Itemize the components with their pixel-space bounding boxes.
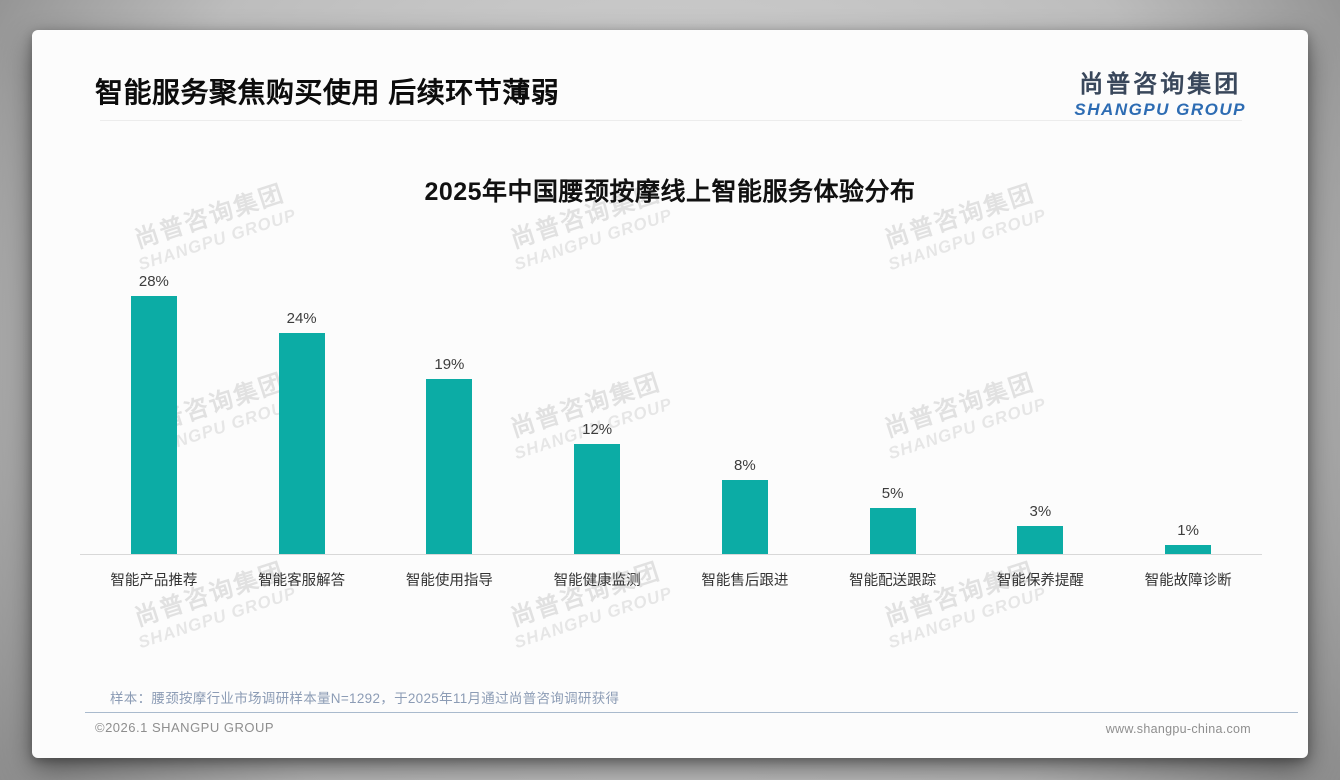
watermark-en: SHANGPU GROUP xyxy=(511,205,675,275)
bar-value-label: 28% xyxy=(138,273,169,291)
bar xyxy=(869,508,916,554)
bar-value-label: 3% xyxy=(1029,503,1052,521)
watermark-en: SHANGPU GROUP xyxy=(135,583,299,653)
bar-value-label: 12% xyxy=(582,420,613,438)
page-title: 智能服务聚焦购买使用 后续环节薄弱 xyxy=(95,77,560,108)
logo-english-name: SHANGPU GROUP xyxy=(1074,100,1246,119)
category-label: 智能客服解答 xyxy=(258,573,346,589)
watermark-en: SHANGPU GROUP xyxy=(885,583,1049,653)
category-row: 智能产品推荐 智能客服解答 智能使用指导 智能健康监测 智能售后跟进 智能配送跟踪 智能保养… xyxy=(80,569,1262,590)
bar xyxy=(1017,526,1064,554)
category-label: 智能产品推荐 xyxy=(110,573,198,589)
slide-card: 尚普咨询集团 SHANGPU GROUP 尚普咨询集团 SHANGPU GROUP 尚普… xyxy=(32,30,1308,758)
header-divider xyxy=(100,120,1242,121)
bar xyxy=(278,333,325,554)
category-label: 智能售后跟进 xyxy=(701,573,789,589)
watermark: 尚普咨询集团 SHANGPU GROUP xyxy=(113,546,311,657)
watermark-en: SHANGPU GROUP xyxy=(135,205,299,275)
bar xyxy=(574,443,621,554)
sample-note: 样本：腰颈按摩行业市场调研样本量N=1292，于2025年11月通过尚普咨询调研… xyxy=(110,691,620,706)
category-label: 智能保养提醒 xyxy=(996,573,1084,589)
bar-value-label: 24% xyxy=(286,310,317,328)
website-url: www.shangpu-china.com xyxy=(1105,722,1251,736)
bar xyxy=(130,296,177,554)
watermark-cn: 尚普咨询集团 xyxy=(881,557,1039,632)
bar-value-label: 19% xyxy=(434,356,465,374)
bar-column: 3% xyxy=(967,270,1115,554)
bar-column: 5% xyxy=(819,270,967,554)
bar-value-label: 8% xyxy=(734,457,756,475)
bar xyxy=(426,379,473,554)
x-axis-line xyxy=(80,554,1262,555)
bar-value-label: 1% xyxy=(1177,521,1199,539)
watermark-cn: 尚普咨询集团 xyxy=(131,557,289,632)
copyright-text: ©2026.1 SHANGPU GROUP xyxy=(95,720,275,735)
bar-column: 12% xyxy=(523,270,671,554)
bar-column: 19% xyxy=(376,270,524,554)
bar-column: 24% xyxy=(228,270,376,554)
category-label: 智能配送跟踪 xyxy=(849,573,937,589)
bar-column: 8% xyxy=(671,270,819,554)
watermark-en: SHANGPU GROUP xyxy=(511,583,675,653)
logo-chinese-name: 尚普咨询集团 xyxy=(1079,71,1242,98)
footer-divider xyxy=(85,712,1298,713)
bar xyxy=(1165,544,1212,554)
category-label: 智能使用指导 xyxy=(405,573,493,589)
plot-area: 28% 24% 19% 12% 8% 5% 3% 1% xyxy=(80,270,1262,554)
watermark-cn: 尚普咨询集团 xyxy=(507,557,665,632)
bar-column: 1% xyxy=(1114,270,1262,554)
category-label: 智能健康监测 xyxy=(553,573,641,589)
watermark: 尚普咨询集团 SHANGPU GROUP xyxy=(863,546,1061,657)
bar-value-label: 5% xyxy=(881,485,904,502)
bar-column: 28% xyxy=(80,270,228,554)
category-label: 智能故障诊断 xyxy=(1144,573,1232,589)
watermark-en: SHANGPU GROUP xyxy=(885,205,1049,275)
bar xyxy=(721,480,768,554)
chart-title: 2025年中国腰颈按摩线上智能服务体验分布 xyxy=(424,178,916,206)
company-logo: 尚普咨询集团 SHANGPU GROUP xyxy=(1074,64,1246,120)
watermark: 尚普咨询集团 SHANGPU GROUP xyxy=(489,546,687,657)
